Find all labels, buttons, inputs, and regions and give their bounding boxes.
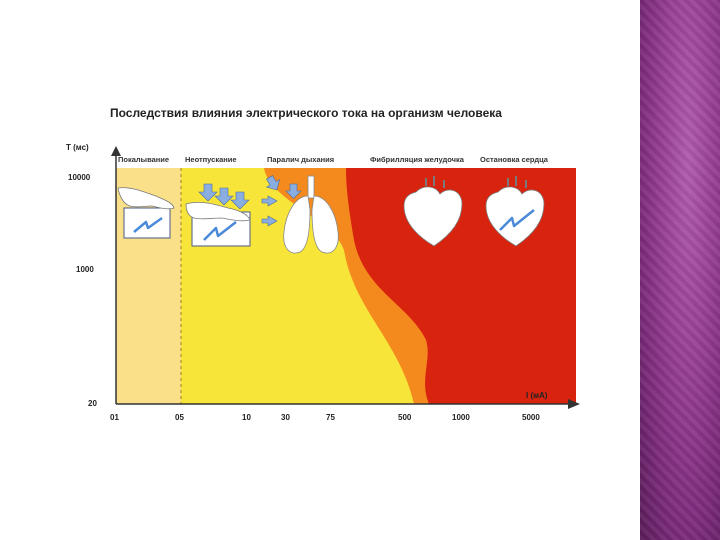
heart-lightning-illustration (485, 176, 545, 247)
y-axis-label: T (мс) (66, 143, 89, 152)
x-axis-arrow (568, 399, 580, 409)
zone-label-tingling: Покалывание (118, 155, 169, 164)
zone-label-respiratory-paralysis: Паралич дыхания (267, 155, 334, 164)
y-tick-label: 20 (88, 399, 97, 408)
x-tick-label: 05 (175, 413, 184, 422)
electric-current-effects-figure: Последствия влияния электрического тока … (64, 100, 584, 426)
x-tick-label: 30 (281, 413, 290, 422)
x-tick-label: 75 (326, 413, 335, 422)
figure-title: Последствия влияния электрического тока … (110, 106, 502, 120)
zone-label-fibrillation: Фибрилляция желудочка (370, 155, 465, 164)
zone-label-no-release: Неотпускание (185, 155, 237, 164)
heart-illustration (403, 176, 463, 247)
x-tick-label: 10 (242, 413, 251, 422)
y-tick-label: 10000 (68, 173, 91, 182)
no-release-hand-illustration (185, 183, 251, 247)
tingling-hand-illustration (117, 187, 175, 239)
zone-label-cardiac-arrest: Остановка сердца (480, 155, 549, 164)
lungs-illustration (261, 175, 339, 254)
figure-canvas: Последствия влияния электрического тока … (66, 106, 580, 422)
x-axis-label: I (мА) (526, 391, 548, 400)
x-tick-label: 01 (110, 413, 119, 422)
x-tick-label: 500 (398, 413, 412, 422)
y-axis-arrow (111, 146, 121, 156)
x-tick-label: 1000 (452, 413, 470, 422)
x-tick-label: 5000 (522, 413, 540, 422)
decorative-side-band (640, 0, 720, 540)
y-tick-label: 1000 (76, 265, 94, 274)
